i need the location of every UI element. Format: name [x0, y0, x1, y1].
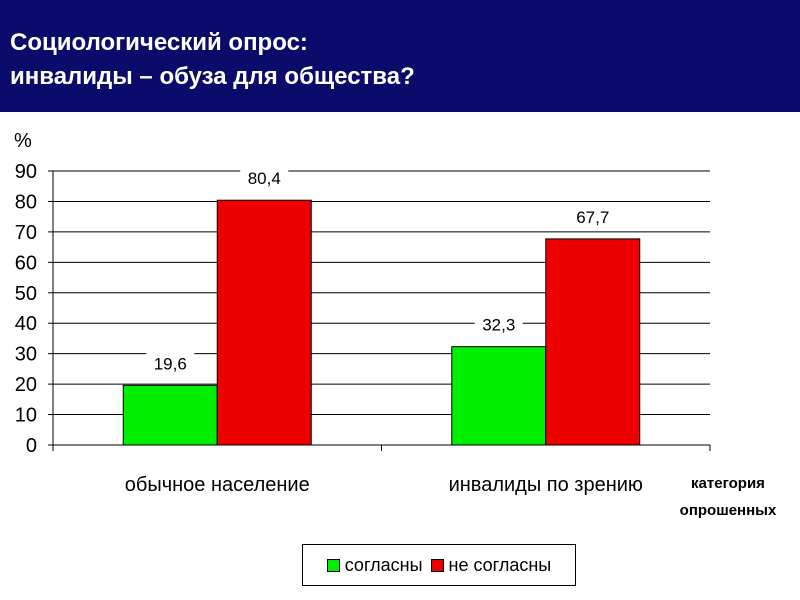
x-category-ticks: обычное население инвалиды по зрению — [52, 445, 711, 496]
y-tick-label: 40 — [15, 313, 37, 335]
bars — [122, 199, 641, 446]
y-tick-label: 20 — [15, 374, 37, 396]
x-tick-label: инвалиды по зрению — [449, 474, 643, 496]
y-tick-label: 70 — [15, 222, 37, 244]
x-tick-label: обычное население — [125, 474, 310, 496]
data-label-background — [474, 312, 523, 339]
bar — [122, 384, 218, 446]
data-label-background — [146, 351, 195, 378]
data-label: 32,3 — [482, 316, 515, 335]
y-tick-label: 30 — [15, 344, 37, 366]
data-label: 80,4 — [248, 169, 281, 188]
x-axis-label-line-1: категория — [691, 475, 765, 492]
y-tick-labels: 0 10 20 30 40 50 60 70 80 90 — [15, 161, 53, 457]
y-tick-label: 90 — [15, 161, 37, 183]
y-tick-label: 0 — [26, 435, 37, 457]
data-label-background — [568, 204, 617, 231]
legend-swatch-agree — [326, 558, 340, 572]
y-tick-label: 10 — [15, 405, 37, 427]
bar — [216, 199, 312, 446]
bar — [451, 346, 547, 446]
legend: согласны не согласны — [302, 544, 576, 586]
title-bar: Социологический опрос: инвалиды – обуза … — [0, 0, 800, 112]
data-labels: 19,6 80,4 32,3 67,7 — [146, 166, 617, 378]
data-label-background — [240, 166, 289, 193]
chart-title: Социологический опрос: инвалиды – обуза … — [10, 26, 415, 94]
x-axis-label-line-2: опрошенных — [680, 502, 777, 519]
data-label: 67,7 — [576, 208, 609, 227]
bar — [545, 238, 641, 446]
chart-title-line-2: инвалиды – обуза для общества? — [10, 63, 415, 90]
y-tick-label: 60 — [15, 252, 37, 274]
legend-item-agree: согласны — [326, 554, 423, 576]
legend-label-disagree: не согласны — [448, 554, 552, 575]
chart-title-line-1: Социологический опрос: — [10, 29, 308, 56]
y-axis-label: % — [14, 130, 32, 152]
data-label: 19,6 — [154, 354, 187, 373]
y-tick-label: 80 — [15, 191, 37, 213]
legend-label-agree: согласны — [344, 554, 423, 575]
legend-swatch-disagree — [430, 558, 444, 572]
legend-item-disagree: не согласны — [430, 554, 552, 576]
y-tick-label: 50 — [15, 283, 37, 305]
